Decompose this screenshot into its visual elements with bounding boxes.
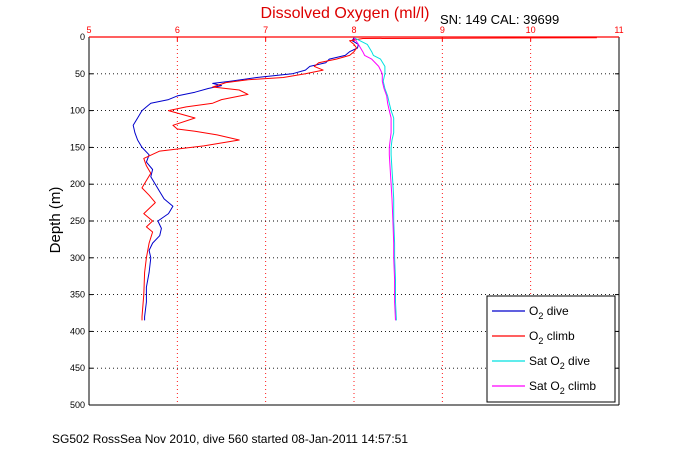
- legend-label-1: O2 dive: [529, 304, 569, 321]
- legend-suffix: dive: [565, 354, 591, 368]
- y-tick-label: 50: [75, 69, 85, 79]
- legend-label-4: Sat O2 climb: [529, 379, 596, 396]
- axes: 5 6 7 8 9 10 11 0 50 100 150 200 250 300 350 400 450 500: [70, 25, 624, 410]
- legend-base: Sat O: [529, 379, 560, 393]
- series-line-4: [353, 37, 396, 321]
- y-tick-label: 450: [70, 363, 85, 373]
- x-tick-label: 6: [175, 25, 180, 35]
- legend-subscript: 2: [538, 336, 543, 346]
- y-tick-label: 400: [70, 326, 85, 336]
- legend-subscript: 2: [560, 361, 565, 371]
- legend-box: [486, 295, 616, 403]
- series-line-2: [141, 37, 597, 321]
- legend-subscript: 2: [538, 311, 543, 321]
- x-tick-label: 9: [440, 25, 445, 35]
- chart-title: Dissolved Oxygen (ml/l): [261, 5, 430, 22]
- x-tick-label: 10: [526, 25, 536, 35]
- legend-base: O: [529, 304, 538, 318]
- y-tick-label: 100: [70, 106, 85, 116]
- legend-base: O: [529, 329, 538, 343]
- series-line-3: [353, 37, 397, 321]
- y-tick-label: 250: [70, 216, 85, 226]
- x-tick-label: 8: [351, 25, 356, 35]
- legend-label-2: O2 climb: [529, 329, 575, 346]
- y-tick-label: 500: [70, 400, 85, 410]
- legend-suffix: climb: [565, 379, 597, 393]
- y-tick-label: 150: [70, 142, 85, 152]
- x-tick-label: 7: [263, 25, 268, 35]
- legend-subscript: 2: [560, 386, 565, 396]
- legend-suffix: climb: [543, 329, 575, 343]
- y-tick-label: 350: [70, 290, 85, 300]
- y-tick-label: 0: [80, 32, 85, 42]
- serial-calibration-annotation: SN: 149 CAL: 39699: [440, 12, 559, 27]
- y-tick-label: 200: [70, 179, 85, 189]
- y-axis-label: Depth (m): [47, 187, 64, 254]
- x-tick-label: 5: [86, 25, 91, 35]
- grid: [89, 37, 619, 405]
- y-tick-label: 300: [70, 253, 85, 263]
- x-tick-label: 11: [614, 25, 623, 35]
- data-series: [132, 37, 597, 321]
- legend-suffix: dive: [543, 304, 569, 318]
- legend-base: Sat O: [529, 354, 560, 368]
- dive-caption: SG502 RossSea Nov 2010, dive 560 started…: [52, 432, 408, 446]
- legend-label-3: Sat O2 dive: [529, 354, 590, 371]
